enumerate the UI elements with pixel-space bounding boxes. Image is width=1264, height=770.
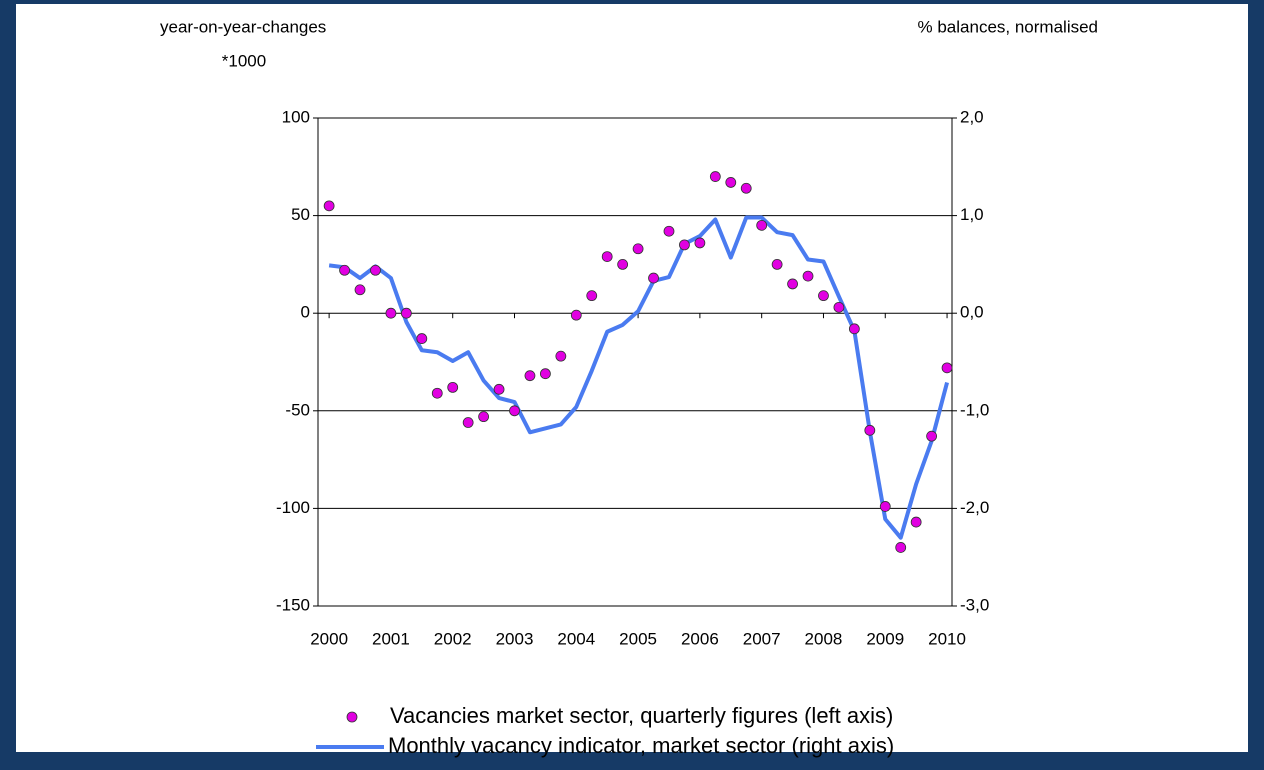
scatter-point	[895, 542, 907, 553]
y-tick-label: 0	[301, 303, 310, 322]
scatter-point	[941, 362, 953, 374]
scatter-point	[447, 381, 459, 393]
scatter-point	[617, 258, 629, 270]
x-tick-label: 2003	[496, 629, 534, 648]
scatter-point	[400, 307, 412, 319]
line-series	[328, 215, 949, 540]
scatter-point	[648, 272, 659, 284]
y2-tick-label: -1,0	[960, 400, 989, 419]
y2-tick-label: -2,0	[960, 498, 989, 517]
scatter-point	[462, 417, 474, 428]
y2-tick-label: 2,0	[960, 107, 984, 126]
scatter-point	[848, 323, 860, 335]
x-tick-label: 2001	[372, 629, 410, 648]
y-tick-label: -50	[285, 400, 310, 419]
x-tick-label: 2007	[743, 629, 781, 648]
scatter-point	[385, 307, 397, 319]
scatter-point	[370, 264, 381, 276]
x-tick-label: 2005	[619, 629, 657, 648]
y-tick-label: 50	[291, 205, 310, 224]
y-axis-unit: *1000	[222, 51, 266, 70]
scatter-point	[879, 501, 891, 512]
scatter-point	[787, 278, 798, 290]
scatter-point	[756, 219, 768, 231]
y-tick-label: -150	[276, 595, 310, 614]
scatter-point	[725, 177, 737, 188]
scatter-point	[493, 383, 505, 395]
y2-tick-label: 1,0	[960, 205, 984, 224]
scatter-point	[771, 258, 783, 270]
scatter-point	[431, 387, 443, 399]
scatter-point	[802, 270, 814, 282]
scatter-point	[632, 243, 644, 255]
scatter-point	[539, 368, 551, 380]
y2-tick-label: 0,0	[960, 303, 984, 322]
scatter-point	[478, 411, 490, 423]
y-tick-label: 100	[282, 107, 310, 126]
scatter-point	[709, 171, 721, 182]
scatter-point	[601, 251, 613, 262]
x-tick-label: 2008	[805, 629, 843, 648]
x-tick-label: 2006	[681, 629, 719, 648]
scatter-point	[910, 516, 922, 528]
scatter-point	[416, 333, 428, 344]
legend-label: Vacancies market sector, quarterly figur…	[390, 703, 893, 728]
x-tick-label: 2010	[928, 629, 966, 648]
y2-axis-label: % balances, normalised	[918, 17, 1098, 36]
scatter-point	[663, 225, 675, 237]
scatter-point	[524, 370, 536, 382]
legend-label: Monthly vacancy indicator, market sector…	[388, 733, 894, 758]
scatter-point	[570, 309, 582, 321]
y2-tick-label: -3,0	[960, 595, 989, 614]
scatter-point	[555, 350, 567, 362]
scatter-point	[694, 237, 706, 249]
scatter-point	[864, 424, 876, 436]
scatter-point	[679, 239, 690, 251]
chart-background	[16, 4, 1248, 752]
scatter-point	[926, 430, 938, 442]
y-axis-label: year-on-year-changes	[160, 17, 326, 36]
scatter-point	[740, 182, 752, 194]
x-tick-label: 2009	[866, 629, 904, 648]
scatter-point	[323, 200, 335, 212]
scatter-point	[509, 405, 520, 417]
scatter-point	[339, 264, 350, 276]
scatter-point	[833, 301, 845, 313]
x-tick-label: 2000	[310, 629, 348, 648]
x-tick-label: 2002	[434, 629, 472, 648]
x-tick-label: 2004	[557, 629, 595, 648]
scatter-point	[354, 284, 366, 296]
scatter-point	[586, 290, 598, 302]
y-tick-label: -100	[276, 498, 310, 517]
legend-marker	[346, 711, 358, 723]
scatter-point	[818, 290, 829, 302]
